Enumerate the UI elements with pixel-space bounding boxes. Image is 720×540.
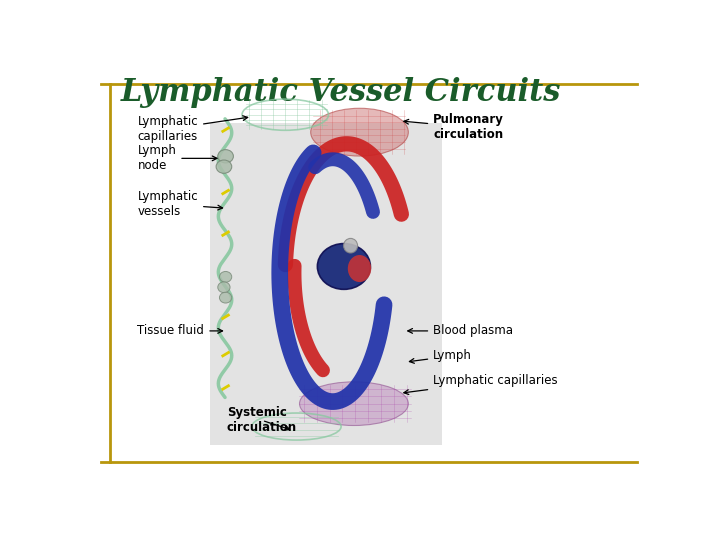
Ellipse shape [217,150,233,163]
Text: Lymphatic capillaries: Lymphatic capillaries [404,374,558,395]
Text: Lymphatic
capillaries: Lymphatic capillaries [138,115,248,143]
Text: Lymph: Lymph [410,349,472,363]
Text: Blood plasma: Blood plasma [408,325,513,338]
FancyBboxPatch shape [210,123,441,446]
Ellipse shape [217,282,230,293]
Ellipse shape [216,160,232,173]
Text: Lymph
node: Lymph node [138,144,217,172]
Ellipse shape [220,292,232,303]
Text: Lymphatic
vessels: Lymphatic vessels [138,190,222,218]
Ellipse shape [343,238,358,253]
Ellipse shape [318,244,370,289]
Ellipse shape [220,272,232,282]
Text: Tissue fluid: Tissue fluid [138,325,222,338]
Ellipse shape [348,255,372,282]
Text: Systemic
circulation: Systemic circulation [227,406,297,434]
Text: Lymphatic Vessel Circuits: Lymphatic Vessel Circuits [121,77,561,109]
Ellipse shape [300,382,408,426]
Text: Pulmonary
circulation: Pulmonary circulation [404,113,504,141]
Ellipse shape [311,108,408,156]
